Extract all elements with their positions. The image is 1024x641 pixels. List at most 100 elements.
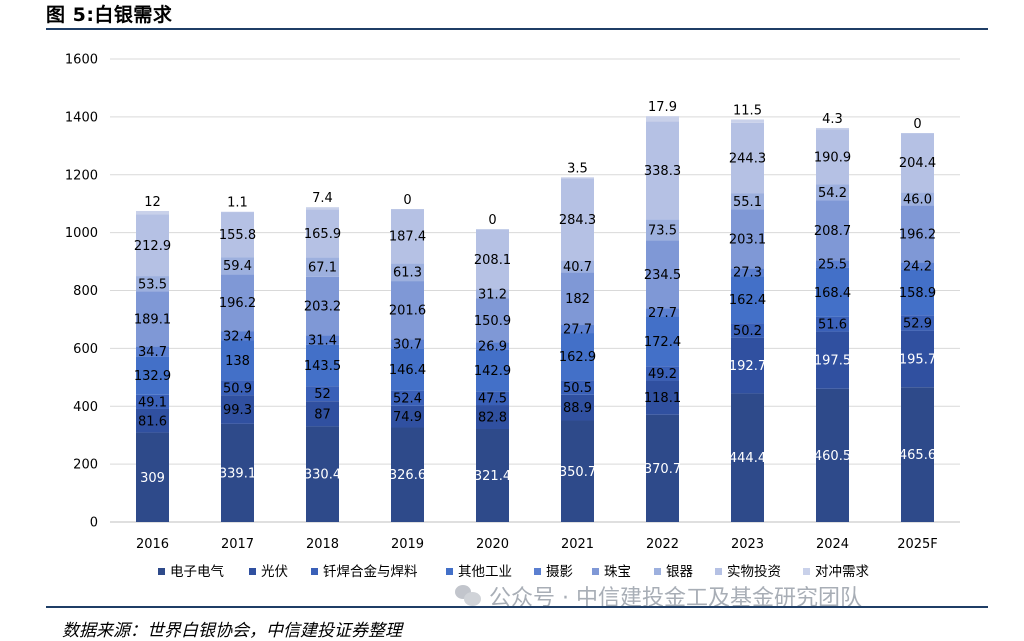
data-label: 0 [403, 193, 411, 208]
x-tick-label: 2017 [221, 537, 254, 552]
data-label: 4.3 [822, 112, 843, 127]
data-label: 73.5 [648, 223, 677, 238]
data-label: 444.4 [729, 451, 766, 466]
data-label: 31.4 [308, 334, 337, 349]
data-label: 87 [314, 407, 331, 422]
data-label: 234.5 [644, 268, 681, 283]
data-label: 55.1 [733, 195, 762, 210]
data-label: 26.9 [478, 340, 507, 355]
data-label: 32.4 [223, 329, 252, 344]
data-label: 196.2 [219, 296, 256, 311]
bars: 30981.649.1132.934.7189.153.5212.912339.… [134, 100, 936, 522]
data-label: 0 [488, 213, 496, 228]
data-label: 309 [140, 471, 165, 486]
data-label: 50.9 [223, 381, 252, 396]
data-label: 158.9 [899, 286, 936, 301]
bar-segment [306, 207, 339, 209]
data-label: 165.9 [304, 227, 341, 242]
data-label: 284.3 [559, 213, 596, 228]
data-label: 212.9 [134, 239, 171, 254]
data-label: 190.9 [814, 150, 851, 165]
data-label: 143.5 [304, 359, 341, 374]
data-label: 99.3 [223, 403, 252, 418]
legend-swatch [592, 568, 599, 575]
data-label: 195.7 [899, 352, 936, 367]
data-label: 59.4 [223, 259, 252, 274]
data-label: 47.5 [478, 392, 507, 407]
y-tick-label: 1200 [65, 168, 98, 183]
legend-label: 电子电气 [170, 564, 224, 580]
x-tick-label: 2018 [306, 537, 339, 552]
data-label: 172.4 [644, 335, 681, 350]
data-label: 321.4 [474, 469, 511, 484]
data-label: 11.5 [733, 103, 762, 118]
data-label: 52.9 [903, 316, 932, 331]
y-tick-label: 1400 [65, 110, 98, 125]
data-label: 27.3 [733, 266, 762, 281]
bar-segment [816, 128, 849, 129]
data-label: 118.1 [644, 391, 681, 406]
y-tick-label: 1600 [65, 53, 98, 68]
legend-label: 光伏 [261, 564, 288, 580]
legend-swatch [803, 568, 810, 575]
source-note: 数据来源：世界白银协会，中信建投证券整理 [62, 616, 402, 641]
data-label: 146.4 [389, 363, 426, 378]
data-label: 50.5 [563, 381, 592, 396]
data-label: 162.9 [559, 350, 596, 365]
x-tick-label: 2022 [646, 537, 679, 552]
legend-swatch [654, 568, 661, 575]
data-label: 12 [144, 195, 161, 210]
x-tick-label: 2021 [561, 537, 594, 552]
legend-label: 对冲需求 [815, 564, 869, 580]
legend-swatch [446, 568, 453, 575]
data-label: 142.9 [474, 364, 511, 379]
data-label: 61.3 [393, 266, 422, 281]
data-label: 74.9 [393, 410, 422, 425]
legend: 电子电气光伏钎焊合金与焊料其他工业摄影珠宝银器实物投资对冲需求 [158, 564, 869, 580]
bottom-rule [46, 606, 988, 608]
data-label: 162.4 [729, 293, 766, 308]
data-label: 49.2 [648, 367, 677, 382]
y-tick-label: 600 [73, 342, 98, 357]
x-tick-label: 2023 [731, 537, 764, 552]
legend-swatch [158, 568, 165, 575]
data-label: 192.7 [729, 359, 766, 374]
data-label: 3.5 [567, 161, 588, 176]
legend-label: 珠宝 [604, 564, 631, 580]
bar-segment [646, 116, 679, 121]
data-label: 326.6 [389, 468, 426, 483]
data-label: 1.1 [227, 196, 248, 211]
data-label: 465.6 [899, 448, 936, 463]
legend-label: 其他工业 [458, 564, 512, 580]
data-label: 31.2 [478, 287, 507, 302]
y-tick-label: 0 [90, 516, 98, 531]
data-label: 203.1 [729, 232, 766, 247]
data-label: 370.7 [644, 462, 681, 477]
data-label: 187.4 [389, 230, 426, 245]
data-label: 52 [314, 387, 331, 402]
data-label: 40.7 [563, 260, 592, 275]
data-label: 339.1 [219, 466, 256, 481]
data-label: 197.5 [814, 354, 851, 369]
data-label: 52.4 [393, 392, 422, 407]
data-label: 338.3 [644, 164, 681, 179]
x-tick-label: 2020 [476, 537, 509, 552]
data-label: 27.7 [563, 323, 592, 338]
data-label: 132.9 [134, 369, 171, 384]
y-tick-label: 400 [73, 400, 98, 415]
x-tick-label: 2024 [816, 537, 849, 552]
legend-swatch [311, 568, 318, 575]
legend-label: 摄影 [546, 564, 573, 580]
data-label: 203.2 [304, 300, 341, 315]
y-tick-label: 1000 [65, 226, 98, 241]
x-tick-label: 2025F [897, 537, 938, 552]
data-label: 182 [565, 292, 590, 307]
data-label: 138 [225, 354, 250, 369]
data-label: 51.6 [818, 318, 847, 333]
data-label: 150.9 [474, 314, 511, 329]
data-label: 34.7 [138, 345, 167, 360]
data-label: 208.7 [814, 224, 851, 239]
